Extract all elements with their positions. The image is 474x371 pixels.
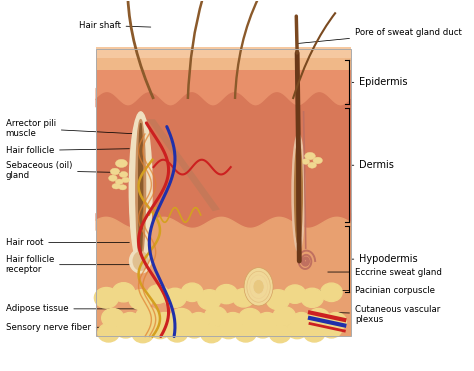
Circle shape xyxy=(198,290,221,309)
Ellipse shape xyxy=(313,157,322,164)
Circle shape xyxy=(301,288,323,308)
Circle shape xyxy=(150,321,170,339)
Text: Arrector pili
muscle: Arrector pili muscle xyxy=(6,119,136,138)
Circle shape xyxy=(233,289,254,307)
Ellipse shape xyxy=(297,147,300,239)
Circle shape xyxy=(287,321,308,339)
Circle shape xyxy=(325,312,346,331)
Ellipse shape xyxy=(122,177,129,183)
Circle shape xyxy=(164,288,186,308)
Text: Eccrine sweat gland: Eccrine sweat gland xyxy=(328,267,442,276)
Ellipse shape xyxy=(247,271,270,302)
Circle shape xyxy=(269,324,291,343)
Ellipse shape xyxy=(302,159,310,164)
Circle shape xyxy=(136,307,158,326)
Ellipse shape xyxy=(119,185,127,190)
Circle shape xyxy=(112,283,135,302)
Ellipse shape xyxy=(133,252,148,270)
Text: Cutaneous vascular
plexus: Cutaneous vascular plexus xyxy=(337,305,440,324)
Bar xyxy=(96,68,351,99)
Text: Hair shaft: Hair shaft xyxy=(79,21,151,30)
Circle shape xyxy=(132,324,154,343)
Ellipse shape xyxy=(129,112,152,266)
Circle shape xyxy=(182,283,203,302)
Circle shape xyxy=(102,308,124,328)
Text: Hypodermis: Hypodermis xyxy=(351,254,418,264)
Circle shape xyxy=(205,307,227,326)
Circle shape xyxy=(256,312,278,331)
Circle shape xyxy=(170,308,192,328)
Circle shape xyxy=(321,320,342,338)
Text: Epidermis: Epidermis xyxy=(351,78,408,88)
Text: Hair follicle
receptor: Hair follicle receptor xyxy=(6,255,134,275)
Text: Adipose tissue: Adipose tissue xyxy=(6,304,151,313)
Circle shape xyxy=(266,290,290,309)
Ellipse shape xyxy=(136,119,146,259)
Ellipse shape xyxy=(244,267,273,306)
Circle shape xyxy=(250,283,272,302)
Circle shape xyxy=(147,285,169,303)
Circle shape xyxy=(166,324,188,342)
Circle shape xyxy=(235,324,256,342)
Ellipse shape xyxy=(119,171,128,177)
Circle shape xyxy=(201,324,222,343)
Circle shape xyxy=(215,285,237,304)
Circle shape xyxy=(184,320,205,338)
Circle shape xyxy=(115,320,136,338)
Bar xyxy=(96,47,351,59)
Circle shape xyxy=(321,283,342,302)
Text: Pore of sweat gland duct: Pore of sweat gland duct xyxy=(298,28,462,43)
Ellipse shape xyxy=(139,124,143,255)
Ellipse shape xyxy=(292,134,305,252)
Text: Sebaceous (oil)
gland: Sebaceous (oil) gland xyxy=(6,161,125,180)
Ellipse shape xyxy=(253,279,264,294)
Ellipse shape xyxy=(115,160,128,167)
Circle shape xyxy=(219,321,239,339)
Circle shape xyxy=(94,288,118,308)
Circle shape xyxy=(222,312,244,331)
Ellipse shape xyxy=(112,184,120,189)
Circle shape xyxy=(98,324,119,342)
Text: Pacinian corpuscle: Pacinian corpuscle xyxy=(317,286,435,295)
Bar xyxy=(96,47,351,69)
Text: Hair root: Hair root xyxy=(6,238,129,247)
Bar xyxy=(96,222,351,336)
Circle shape xyxy=(154,312,175,331)
Circle shape xyxy=(284,285,306,303)
Circle shape xyxy=(239,308,261,328)
Bar xyxy=(96,99,351,222)
Circle shape xyxy=(291,312,312,331)
Circle shape xyxy=(273,307,295,326)
Text: Dermis: Dermis xyxy=(351,160,394,170)
Ellipse shape xyxy=(109,175,117,181)
Circle shape xyxy=(188,312,210,331)
Ellipse shape xyxy=(115,179,123,185)
Circle shape xyxy=(253,320,273,338)
Circle shape xyxy=(119,312,141,331)
Ellipse shape xyxy=(250,275,267,299)
Polygon shape xyxy=(147,119,220,211)
Circle shape xyxy=(129,290,152,309)
Bar xyxy=(96,49,351,336)
Text: Hair follicle: Hair follicle xyxy=(6,146,129,155)
Ellipse shape xyxy=(305,152,315,160)
Circle shape xyxy=(308,308,330,328)
Ellipse shape xyxy=(294,141,302,244)
Ellipse shape xyxy=(308,162,317,168)
Text: Sensory nerve fiber: Sensory nerve fiber xyxy=(6,323,153,332)
Circle shape xyxy=(303,324,325,342)
Ellipse shape xyxy=(110,168,120,175)
Ellipse shape xyxy=(129,249,152,273)
